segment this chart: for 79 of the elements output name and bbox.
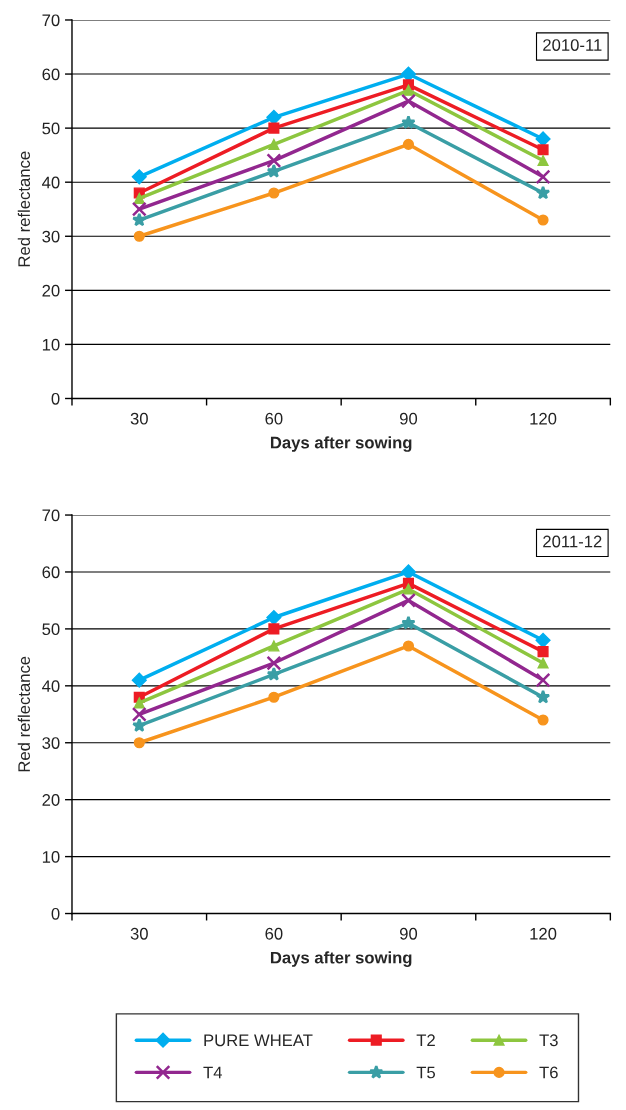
x-tick-label: 60	[265, 412, 283, 425]
legend-label: T2	[416, 1034, 435, 1047]
point	[266, 153, 282, 169]
legend-label: PURE WHEAT	[204, 1034, 313, 1047]
point	[537, 714, 549, 726]
y-axis-title: Red reflectance	[17, 656, 31, 772]
y-tick-label: 50	[42, 623, 60, 636]
point	[268, 623, 280, 635]
point	[266, 609, 282, 626]
point	[268, 640, 280, 652]
point	[535, 689, 551, 704]
point	[133, 192, 145, 204]
point	[400, 66, 417, 82]
point	[400, 592, 416, 608]
x-tick-label: 30	[130, 412, 148, 425]
point	[133, 697, 145, 709]
point	[537, 657, 549, 669]
point	[402, 138, 415, 150]
point	[537, 214, 549, 226]
annotation: 2010-11	[543, 39, 602, 51]
x-tick-label: 90	[399, 927, 418, 940]
point	[537, 155, 549, 167]
y-tick-label: 0	[51, 907, 60, 920]
point	[535, 185, 551, 200]
y-tick-label: 0	[51, 392, 60, 405]
point	[132, 718, 147, 732]
legend-label: T6	[539, 1066, 558, 1079]
legend-label: T3	[539, 1034, 558, 1047]
x-tick-label: 120	[530, 412, 557, 425]
point	[535, 169, 551, 185]
legend-label: T4	[203, 1066, 222, 1079]
point	[266, 655, 282, 671]
annotation: 2011-12	[543, 535, 602, 548]
point	[266, 109, 282, 125]
x-axis-title: Days after sowing	[270, 951, 412, 967]
point	[268, 122, 280, 134]
point	[268, 187, 280, 199]
y-tick-label: 60	[42, 566, 60, 579]
x-axis-title: Days after sowing	[270, 436, 412, 452]
point	[402, 84, 415, 96]
point	[268, 691, 280, 703]
y-tick-label: 70	[42, 14, 60, 27]
point	[133, 230, 145, 242]
y-tick-label: 20	[42, 284, 60, 297]
point	[131, 672, 147, 688]
point	[401, 615, 416, 630]
point	[401, 115, 416, 130]
point	[131, 169, 147, 185]
y-tick-label: 10	[42, 851, 60, 863]
point	[133, 737, 145, 749]
y-axis-title: Red reflectance	[17, 151, 31, 267]
point	[400, 93, 416, 109]
y-tick-label: 70	[42, 509, 60, 522]
y-tick-label: 50	[42, 122, 60, 135]
legend-label: T5	[416, 1066, 436, 1079]
point	[266, 163, 282, 178]
point	[266, 666, 282, 681]
x-tick-label: 30	[130, 927, 148, 940]
y-tick-label: 10	[42, 338, 60, 351]
point	[400, 564, 417, 580]
point	[131, 706, 147, 722]
y-tick-label: 30	[42, 737, 60, 749]
y-tick-label: 40	[42, 176, 60, 189]
y-tick-label: 30	[42, 230, 60, 243]
point	[402, 640, 415, 652]
point	[132, 212, 147, 227]
y-tick-label: 40	[42, 680, 60, 693]
point	[535, 632, 551, 648]
point	[537, 646, 549, 658]
point	[131, 201, 147, 217]
y-tick-label: 60	[42, 68, 60, 81]
point	[402, 583, 415, 595]
x-tick-label: 60	[265, 927, 283, 940]
y-tick-label: 20	[42, 794, 60, 806]
point	[535, 672, 551, 688]
point	[537, 144, 549, 156]
point	[268, 138, 280, 150]
x-tick-label: 120	[530, 927, 557, 940]
x-tick-label: 90	[399, 412, 418, 425]
